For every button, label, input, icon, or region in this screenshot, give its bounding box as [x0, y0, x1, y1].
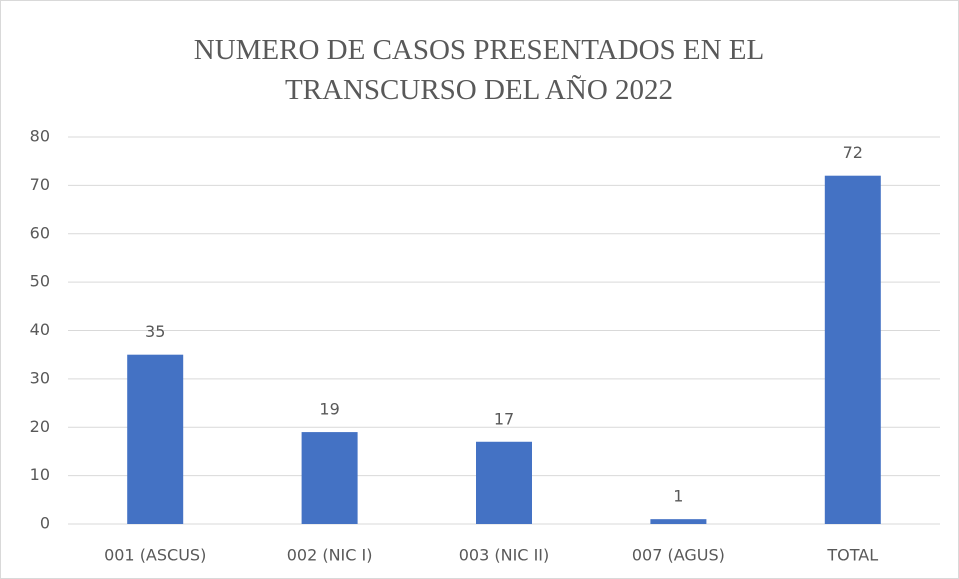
y-tick-label: 40: [30, 320, 50, 339]
y-tick-label: 10: [30, 465, 50, 484]
x-tick-label: 001 (ASCUS): [104, 546, 206, 565]
bar: [301, 432, 358, 524]
data-label: 19: [319, 400, 339, 419]
y-tick-label: 80: [30, 127, 50, 146]
data-label: 17: [494, 409, 514, 428]
y-tick-label: 60: [30, 223, 50, 242]
chart-title: NUMERO DE CASOS PRESENTADOS EN EL TRANSC…: [193, 34, 765, 106]
x-tick-label: TOTAL: [826, 546, 878, 565]
bar: [127, 354, 184, 524]
y-tick-label: 50: [30, 272, 50, 291]
bar: [650, 519, 707, 524]
x-tick-label: 007 (AGUS): [632, 546, 725, 565]
y-tick-label: 0: [40, 514, 50, 533]
data-label: 35: [145, 322, 165, 341]
x-tick-label: 003 (NIC II): [459, 546, 550, 565]
x-tick-label: 002 (NIC I): [287, 546, 373, 565]
data-label: 72: [843, 143, 863, 162]
data-label: 1: [673, 487, 683, 506]
bar: [824, 175, 881, 524]
y-tick-label: 70: [30, 175, 50, 194]
bar: [476, 441, 532, 524]
y-tick-label: 20: [30, 417, 50, 436]
y-tick-label: 30: [30, 368, 50, 387]
